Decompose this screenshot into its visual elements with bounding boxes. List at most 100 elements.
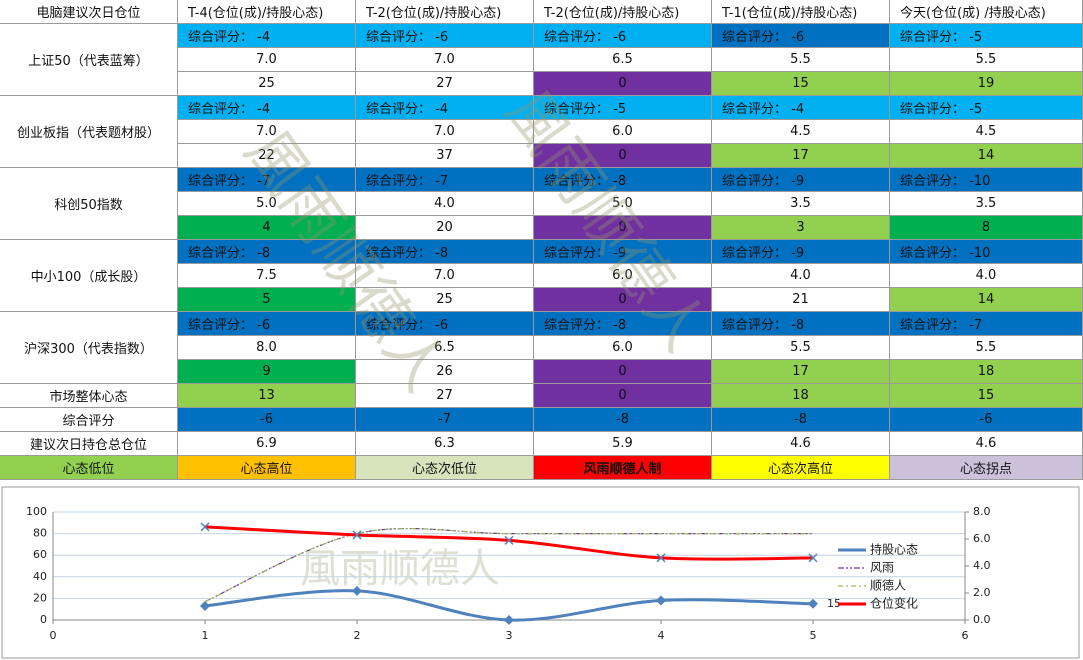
data-cell: 综合评分： -10 xyxy=(890,240,1083,264)
legend-cell: 风雨顺德人制 xyxy=(534,456,712,480)
header-cell: T-4(仓位(成)/持股心态) xyxy=(178,0,356,24)
data-cell: 3.5 xyxy=(890,192,1083,216)
data-cell: 综合评分： -6 xyxy=(356,24,534,48)
summary-cell: 0 xyxy=(534,384,712,408)
summary-cell: -7 xyxy=(356,408,534,432)
legend-cell: 心态拐点 xyxy=(890,456,1083,480)
summary-cell: -8 xyxy=(712,408,890,432)
summary-cell: 6.3 xyxy=(356,432,534,456)
marker xyxy=(504,615,514,625)
row-label: 科创50指数 xyxy=(0,168,178,240)
data-cell: 综合评分： -9 xyxy=(712,240,890,264)
summary-cell: 18 xyxy=(712,384,890,408)
legend-label: 持股心态 xyxy=(870,542,918,557)
data-cell: 综合评分： -6 xyxy=(356,312,534,336)
x-tick-label: 4 xyxy=(658,629,665,642)
data-cell: 7.5 xyxy=(178,264,356,288)
data-cell: 7.0 xyxy=(178,120,356,144)
data-cell: 4.0 xyxy=(712,264,890,288)
data-cell: 6.0 xyxy=(534,336,712,360)
data-cell: 综合评分： -6 xyxy=(534,24,712,48)
chart: 風雨顺德人 0 20 40 60 80 100 0.0 2.0 4.0 6.0 8.0 0 1 2 3 4 5 6 1… xyxy=(1,486,1080,659)
data-cell: 综合评分： -4 xyxy=(356,96,534,120)
y-tick-label: 0 xyxy=(40,613,47,626)
data-cell: 综合评分： -9 xyxy=(534,240,712,264)
summary-cell: -6 xyxy=(890,408,1083,432)
series-line xyxy=(204,527,813,603)
data-cell: 4.5 xyxy=(890,120,1083,144)
legend-label: 顺德人 xyxy=(870,578,906,593)
data-cell: 综合评分： -6 xyxy=(178,312,356,336)
data-cell: 综合评分： -4 xyxy=(178,96,356,120)
data-cell: 5.0 xyxy=(178,192,356,216)
summary-cell: 6.9 xyxy=(178,432,356,456)
data-cell: 0 xyxy=(534,288,712,312)
data-cell: 综合评分： -8 xyxy=(534,312,712,336)
data-cell: 4.0 xyxy=(356,192,534,216)
data-cell: 0 xyxy=(534,216,712,240)
data-cell: 综合评分： -4 xyxy=(712,96,890,120)
legend-cell: 心态高位 xyxy=(178,456,356,480)
data-cell: 26 xyxy=(356,360,534,384)
data-cell: 14 xyxy=(890,144,1083,168)
header-cell: T-2(仓位(成)/持股心态) xyxy=(534,0,712,24)
data-cell: 5.5 xyxy=(712,48,890,72)
header-cell: 今天(仓位(成) /持股心态) xyxy=(890,0,1083,24)
data-cell: 6.5 xyxy=(356,336,534,360)
y2-tick-label: 2.0 xyxy=(973,586,991,599)
x-tick-label: 2 xyxy=(354,629,361,642)
data-cell: 0 xyxy=(534,360,712,384)
summary-cell: 15 xyxy=(890,384,1083,408)
x-tick-label: 5 xyxy=(810,629,817,642)
data-cell: 5.5 xyxy=(712,336,890,360)
data-cell: 8.0 xyxy=(178,336,356,360)
marker xyxy=(808,553,818,563)
data-cell: 6.0 xyxy=(534,264,712,288)
legend-label: 仓位变化 xyxy=(870,596,918,611)
data-cell: 综合评分： -8 xyxy=(356,240,534,264)
data-cell: 3.5 xyxy=(712,192,890,216)
chart-frame xyxy=(1,486,1080,659)
y2-tick-label: 4.0 xyxy=(973,559,991,572)
marker xyxy=(504,535,514,545)
row-label: 市场整体心态 xyxy=(0,384,178,408)
marker xyxy=(200,522,210,532)
data-cell: 综合评分： -6 xyxy=(712,24,890,48)
summary-cell: 27 xyxy=(356,384,534,408)
data-cell: 综合评分： -7 xyxy=(178,168,356,192)
data-cell: 22 xyxy=(178,144,356,168)
marker xyxy=(808,598,818,609)
data-cell: 综合评分： -9 xyxy=(712,168,890,192)
y-tick-label: 40 xyxy=(33,570,47,583)
x-tick-label: 1 xyxy=(202,629,209,642)
summary-cell: 5.9 xyxy=(534,432,712,456)
data-cell: 综合评分： -8 xyxy=(178,240,356,264)
data-cell: 7.0 xyxy=(356,120,534,144)
legend-cell: 心态次高位 xyxy=(712,456,890,480)
header-cell: T-2(仓位(成)/持股心态) xyxy=(356,0,534,24)
data-cell: 综合评分： -8 xyxy=(712,312,890,336)
marker xyxy=(352,530,362,540)
row-label: 上证50（代表蓝筹） xyxy=(0,24,178,96)
data-cell: 综合评分： -7 xyxy=(890,312,1083,336)
data-cell: 综合评分： -7 xyxy=(356,168,534,192)
data-label: 15 xyxy=(827,597,841,610)
header-cell: T-1(仓位(成)/持股心态) xyxy=(712,0,890,24)
data-cell: 综合评分： -10 xyxy=(890,168,1083,192)
data-cell: 综合评分： -8 xyxy=(534,168,712,192)
summary-cell: -6 xyxy=(178,408,356,432)
row-label: 沪深300（代表指数） xyxy=(0,312,178,384)
marker xyxy=(656,553,666,563)
marker xyxy=(656,595,666,606)
data-cell: 5.5 xyxy=(890,48,1083,72)
data-cell: 3 xyxy=(712,216,890,240)
data-cell: 18 xyxy=(890,360,1083,384)
marker xyxy=(352,585,362,596)
data-cell: 14 xyxy=(890,288,1083,312)
row-label: 中小100（成长股） xyxy=(0,240,178,312)
y2-tick-label: 0.0 xyxy=(973,613,991,626)
data-cell: 21 xyxy=(712,288,890,312)
data-cell: 9 xyxy=(178,360,356,384)
data-cell: 4.5 xyxy=(712,120,890,144)
